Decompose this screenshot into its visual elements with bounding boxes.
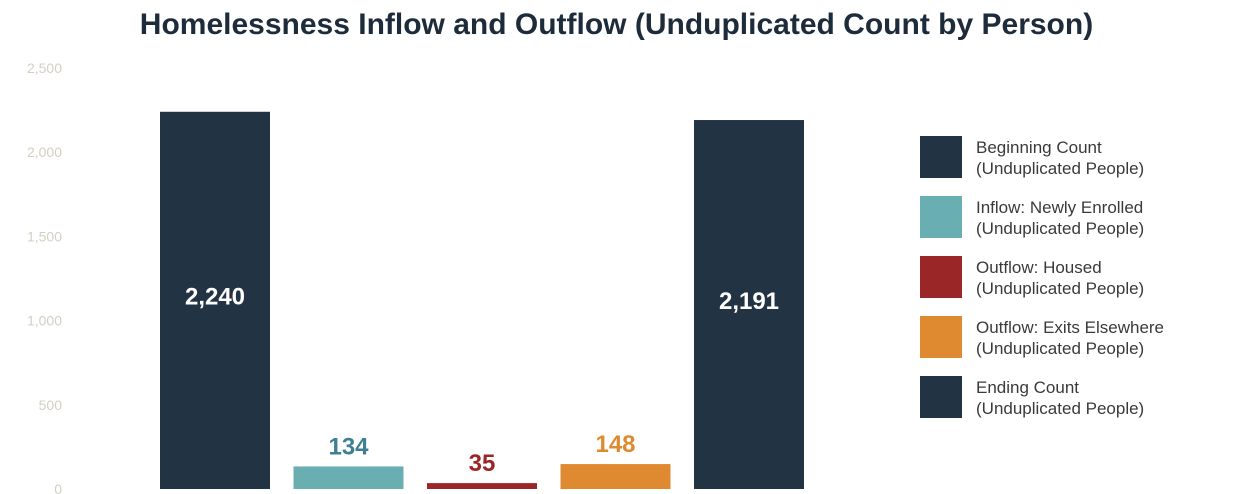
legend-label-line1: Outflow: Exits Elsewhere: [976, 318, 1165, 337]
y-tick-label: 500: [39, 397, 63, 413]
legend-swatch: [920, 316, 962, 358]
bar-value-label: 134: [328, 433, 369, 460]
legend-label-line2: (Unduplicated People): [976, 339, 1145, 358]
chart-title: Homelessness Inflow and Outflow (Undupli…: [139, 8, 1094, 41]
y-tick-label: 2,500: [27, 60, 62, 76]
legend-label-line2: (Unduplicated People): [976, 399, 1145, 418]
legend-label: Outflow: Exits Elsewhere (Unduplicated Pe…: [976, 317, 1164, 359]
bar: [160, 111, 270, 489]
bar-value-label: 2,191: [719, 288, 779, 315]
y-tick-label: 2,000: [27, 144, 62, 160]
legend-swatch: [920, 256, 962, 298]
legend-label-line2: (Unduplicated People): [976, 279, 1145, 298]
chart-legend: Beginning Count (Unduplicated People) Infl…: [920, 136, 1220, 436]
bar: [427, 483, 537, 489]
legend-item: Outflow: Exits Elsewhere (Unduplicated Pe…: [920, 316, 1220, 376]
bar-value-label: 148: [595, 431, 635, 458]
legend-swatch: [920, 196, 962, 238]
legend-label-line2: (Unduplicated People): [976, 159, 1145, 178]
bar: [694, 120, 804, 490]
legend-label-line1: Ending Count: [976, 378, 1080, 397]
legend-swatch: [920, 136, 962, 178]
bar-value-label: 35: [469, 450, 496, 477]
legend-item: Outflow: Housed (Unduplicated People): [920, 256, 1220, 316]
y-tick-label: 1,500: [27, 228, 62, 244]
y-tick-label: 0: [54, 481, 62, 494]
legend-label: Outflow: Housed (Unduplicated People): [976, 257, 1144, 299]
legend-swatch: [920, 376, 962, 418]
bar: [560, 464, 671, 489]
legend-item: Inflow: Newly Enrolled (Unduplicated Peop…: [920, 196, 1220, 256]
bar: [293, 466, 404, 489]
legend-label-line2: (Unduplicated People): [976, 219, 1145, 238]
legend-label-line1: Outflow: Housed: [976, 258, 1102, 277]
legend-item: Beginning Count (Unduplicated People): [920, 136, 1220, 196]
bar-value-label: 2,240: [185, 284, 245, 311]
legend-label: Ending Count (Unduplicated People): [976, 377, 1144, 419]
legend-label-line1: Beginning Count: [976, 138, 1102, 157]
legend-label: Inflow: Newly Enrolled (Unduplicated Peop…: [976, 197, 1144, 239]
legend-label-line1: Inflow: Newly Enrolled: [976, 198, 1144, 217]
legend-label: Beginning Count (Unduplicated People): [976, 137, 1144, 179]
legend-item: Ending Count (Unduplicated People): [920, 376, 1220, 436]
y-tick-label: 1,000: [27, 313, 62, 329]
